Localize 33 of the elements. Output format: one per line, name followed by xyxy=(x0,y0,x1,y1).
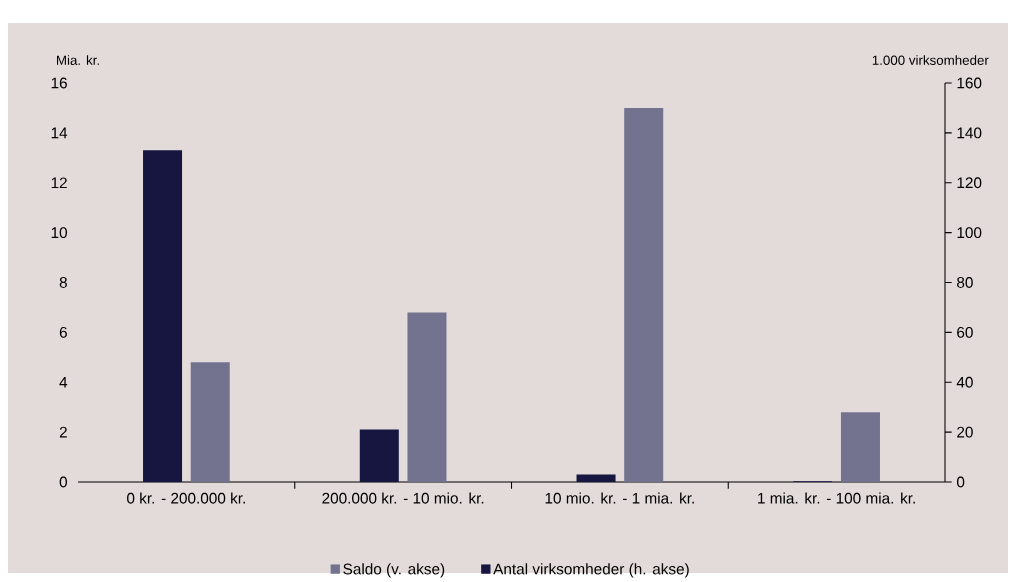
y-axis-title: Mia. kr. xyxy=(57,55,99,66)
y2-axis-title: 1.000 virksomheder xyxy=(872,55,989,66)
y-tick-label: 2 xyxy=(59,426,67,438)
bar xyxy=(840,412,880,483)
x-tick-label: 0 kr. - 200.000 kr. xyxy=(127,492,245,504)
y-tick-label: 8 xyxy=(59,277,67,289)
bar xyxy=(143,150,183,483)
y-tick-label: 4 xyxy=(59,377,68,388)
y2-tick-label: 160 xyxy=(957,77,982,89)
y-tick-label: 12 xyxy=(51,177,67,189)
bar xyxy=(359,429,399,483)
legend-label: Saldo (v. akse) xyxy=(343,563,445,578)
y2-tick-label: 120 xyxy=(957,177,982,189)
x-tick-label: 200.000 kr. - 10 mio. kr. xyxy=(322,492,484,504)
legend-label: Antal virksomheder (h. akse) xyxy=(493,563,689,578)
bar xyxy=(190,362,230,483)
x-tick-label: 10 mio. kr. - 1 mia. kr. xyxy=(545,492,694,504)
y-tick-label: 0 xyxy=(59,476,68,488)
y-tick-label: 6 xyxy=(59,327,67,338)
y2-tick-label: 0 xyxy=(956,476,965,488)
y2-tick-label: 40 xyxy=(956,376,973,388)
y2-tick-label: 80 xyxy=(957,277,973,289)
y2-tick-label: 60 xyxy=(957,327,973,338)
y2-tick-label: 140 xyxy=(957,127,982,139)
bar xyxy=(576,474,616,483)
bar xyxy=(407,312,447,483)
y-tick-label: 10 xyxy=(51,227,67,239)
y2-tick-label: 100 xyxy=(957,227,982,239)
x-tick-label: 1 mia. kr. - 100 mia. kr. xyxy=(758,492,915,504)
bar xyxy=(624,108,664,483)
y-tick-label: 14 xyxy=(51,127,68,139)
y2-tick-label: 20 xyxy=(957,426,973,438)
y-tick-label: 16 xyxy=(51,77,67,89)
